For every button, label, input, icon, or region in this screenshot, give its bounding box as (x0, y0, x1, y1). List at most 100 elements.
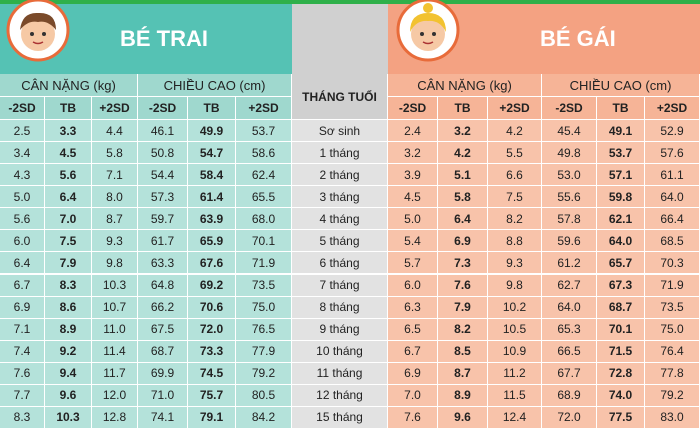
value-cell: 59.7 (138, 208, 188, 231)
value-cell: 57.1 (597, 164, 645, 187)
value-cell: 11.0 (92, 318, 138, 341)
value-cell: 65.3 (542, 318, 597, 341)
value-cell: 58.4 (188, 164, 236, 187)
value-cell: 75.7 (188, 384, 236, 407)
value-cell: 5.7 (388, 252, 438, 275)
sub-header: +2SD (92, 97, 138, 120)
value-cell: 8.3 (0, 406, 45, 429)
value-cell: 7.6 (438, 274, 488, 297)
value-cell: 83.0 (645, 406, 700, 429)
age-cell: 1 tháng (292, 142, 388, 165)
age-cell: 15 tháng (292, 406, 388, 429)
value-cell: 63.9 (188, 208, 236, 231)
value-cell: 64.0 (645, 186, 700, 209)
value-cell: 52.9 (645, 120, 700, 143)
value-cell: 5.8 (438, 186, 488, 209)
value-cell: 69.2 (188, 274, 236, 297)
value-cell: 76.5 (236, 318, 292, 341)
age-cell: 12 tháng (292, 384, 388, 407)
value-cell: 4.5 (388, 186, 438, 209)
sub-header: -2SD (138, 97, 188, 120)
age-cell: 9 tháng (292, 318, 388, 341)
value-cell: 5.0 (388, 208, 438, 231)
value-cell: 61.4 (188, 186, 236, 209)
value-cell: 77.5 (597, 406, 645, 429)
value-cell: 5.0 (0, 186, 45, 209)
value-cell: 71.9 (236, 252, 292, 275)
value-cell: 65.7 (597, 252, 645, 275)
age-cell: 5 tháng (292, 230, 388, 253)
value-cell: 12.0 (92, 384, 138, 407)
sub-header: -2SD (388, 97, 438, 120)
value-cell: 8.7 (92, 208, 138, 231)
value-cell: 5.5 (488, 142, 542, 165)
value-cell: 11.2 (488, 362, 542, 385)
value-cell: 73.3 (188, 340, 236, 363)
value-cell: 5.6 (0, 208, 45, 231)
sub-header: TB (597, 97, 645, 120)
value-cell: 4.2 (438, 142, 488, 165)
value-cell: 7.7 (0, 384, 45, 407)
value-cell: 69.9 (138, 362, 188, 385)
age-cell: 3 tháng (292, 186, 388, 209)
value-cell: 8.2 (488, 208, 542, 231)
value-cell: 3.2 (438, 120, 488, 143)
sub-header: -2SD (0, 97, 45, 120)
value-cell: 7.0 (45, 208, 92, 231)
value-cell: 65.9 (188, 230, 236, 253)
group-header: CHIỀU CAO (cm) (138, 74, 292, 97)
value-cell: 76.4 (645, 340, 700, 363)
value-cell: 62.4 (236, 164, 292, 187)
value-cell: 53.0 (542, 164, 597, 187)
value-cell: 57.6 (645, 142, 700, 165)
value-cell: 49.8 (542, 142, 597, 165)
value-cell: 80.5 (236, 384, 292, 407)
value-cell: 10.3 (92, 274, 138, 297)
value-cell: 2.4 (388, 120, 438, 143)
value-cell: 5.6 (45, 164, 92, 187)
value-cell: 74.5 (188, 362, 236, 385)
value-cell: 6.4 (45, 186, 92, 209)
value-cell: 7.6 (388, 406, 438, 429)
value-cell: 68.9 (542, 384, 597, 407)
value-cell: 6.7 (0, 274, 45, 297)
value-cell: 7.6 (0, 362, 45, 385)
value-cell: 6.4 (0, 252, 45, 275)
value-cell: 70.1 (236, 230, 292, 253)
value-cell: 63.3 (138, 252, 188, 275)
sub-header: +2SD (645, 97, 700, 120)
value-cell: 70.1 (597, 318, 645, 341)
value-cell: 4.2 (488, 120, 542, 143)
value-cell: 74.0 (597, 384, 645, 407)
value-cell: 8.0 (92, 186, 138, 209)
value-cell: 11.4 (92, 340, 138, 363)
value-cell: 54.4 (138, 164, 188, 187)
value-cell: 77.8 (645, 362, 700, 385)
value-cell: 84.2 (236, 406, 292, 429)
value-cell: 7.5 (488, 186, 542, 209)
value-cell: 9.3 (488, 252, 542, 275)
value-cell: 58.6 (236, 142, 292, 165)
value-cell: 10.7 (92, 296, 138, 319)
avatars (6, 0, 460, 62)
value-cell: 57.8 (542, 208, 597, 231)
value-cell: 6.9 (438, 230, 488, 253)
value-cell: 77.9 (236, 340, 292, 363)
value-cell: 9.8 (92, 252, 138, 275)
value-cell: 7.4 (0, 340, 45, 363)
value-cell: 8.2 (438, 318, 488, 341)
value-cell: 3.2 (388, 142, 438, 165)
value-cell: 7.1 (0, 318, 45, 341)
value-cell: 7.3 (438, 252, 488, 275)
value-cell: 46.1 (138, 120, 188, 143)
age-cell: Sơ sinh (292, 120, 388, 143)
age-cell: 2 tháng (292, 164, 388, 187)
value-cell: 2.5 (0, 120, 45, 143)
value-cell: 67.3 (597, 274, 645, 297)
sub-header: -2SD (542, 97, 597, 120)
value-cell: 5.1 (438, 164, 488, 187)
value-cell: 9.6 (438, 406, 488, 429)
value-cell: 79.1 (188, 406, 236, 429)
value-cell: 49.9 (188, 120, 236, 143)
